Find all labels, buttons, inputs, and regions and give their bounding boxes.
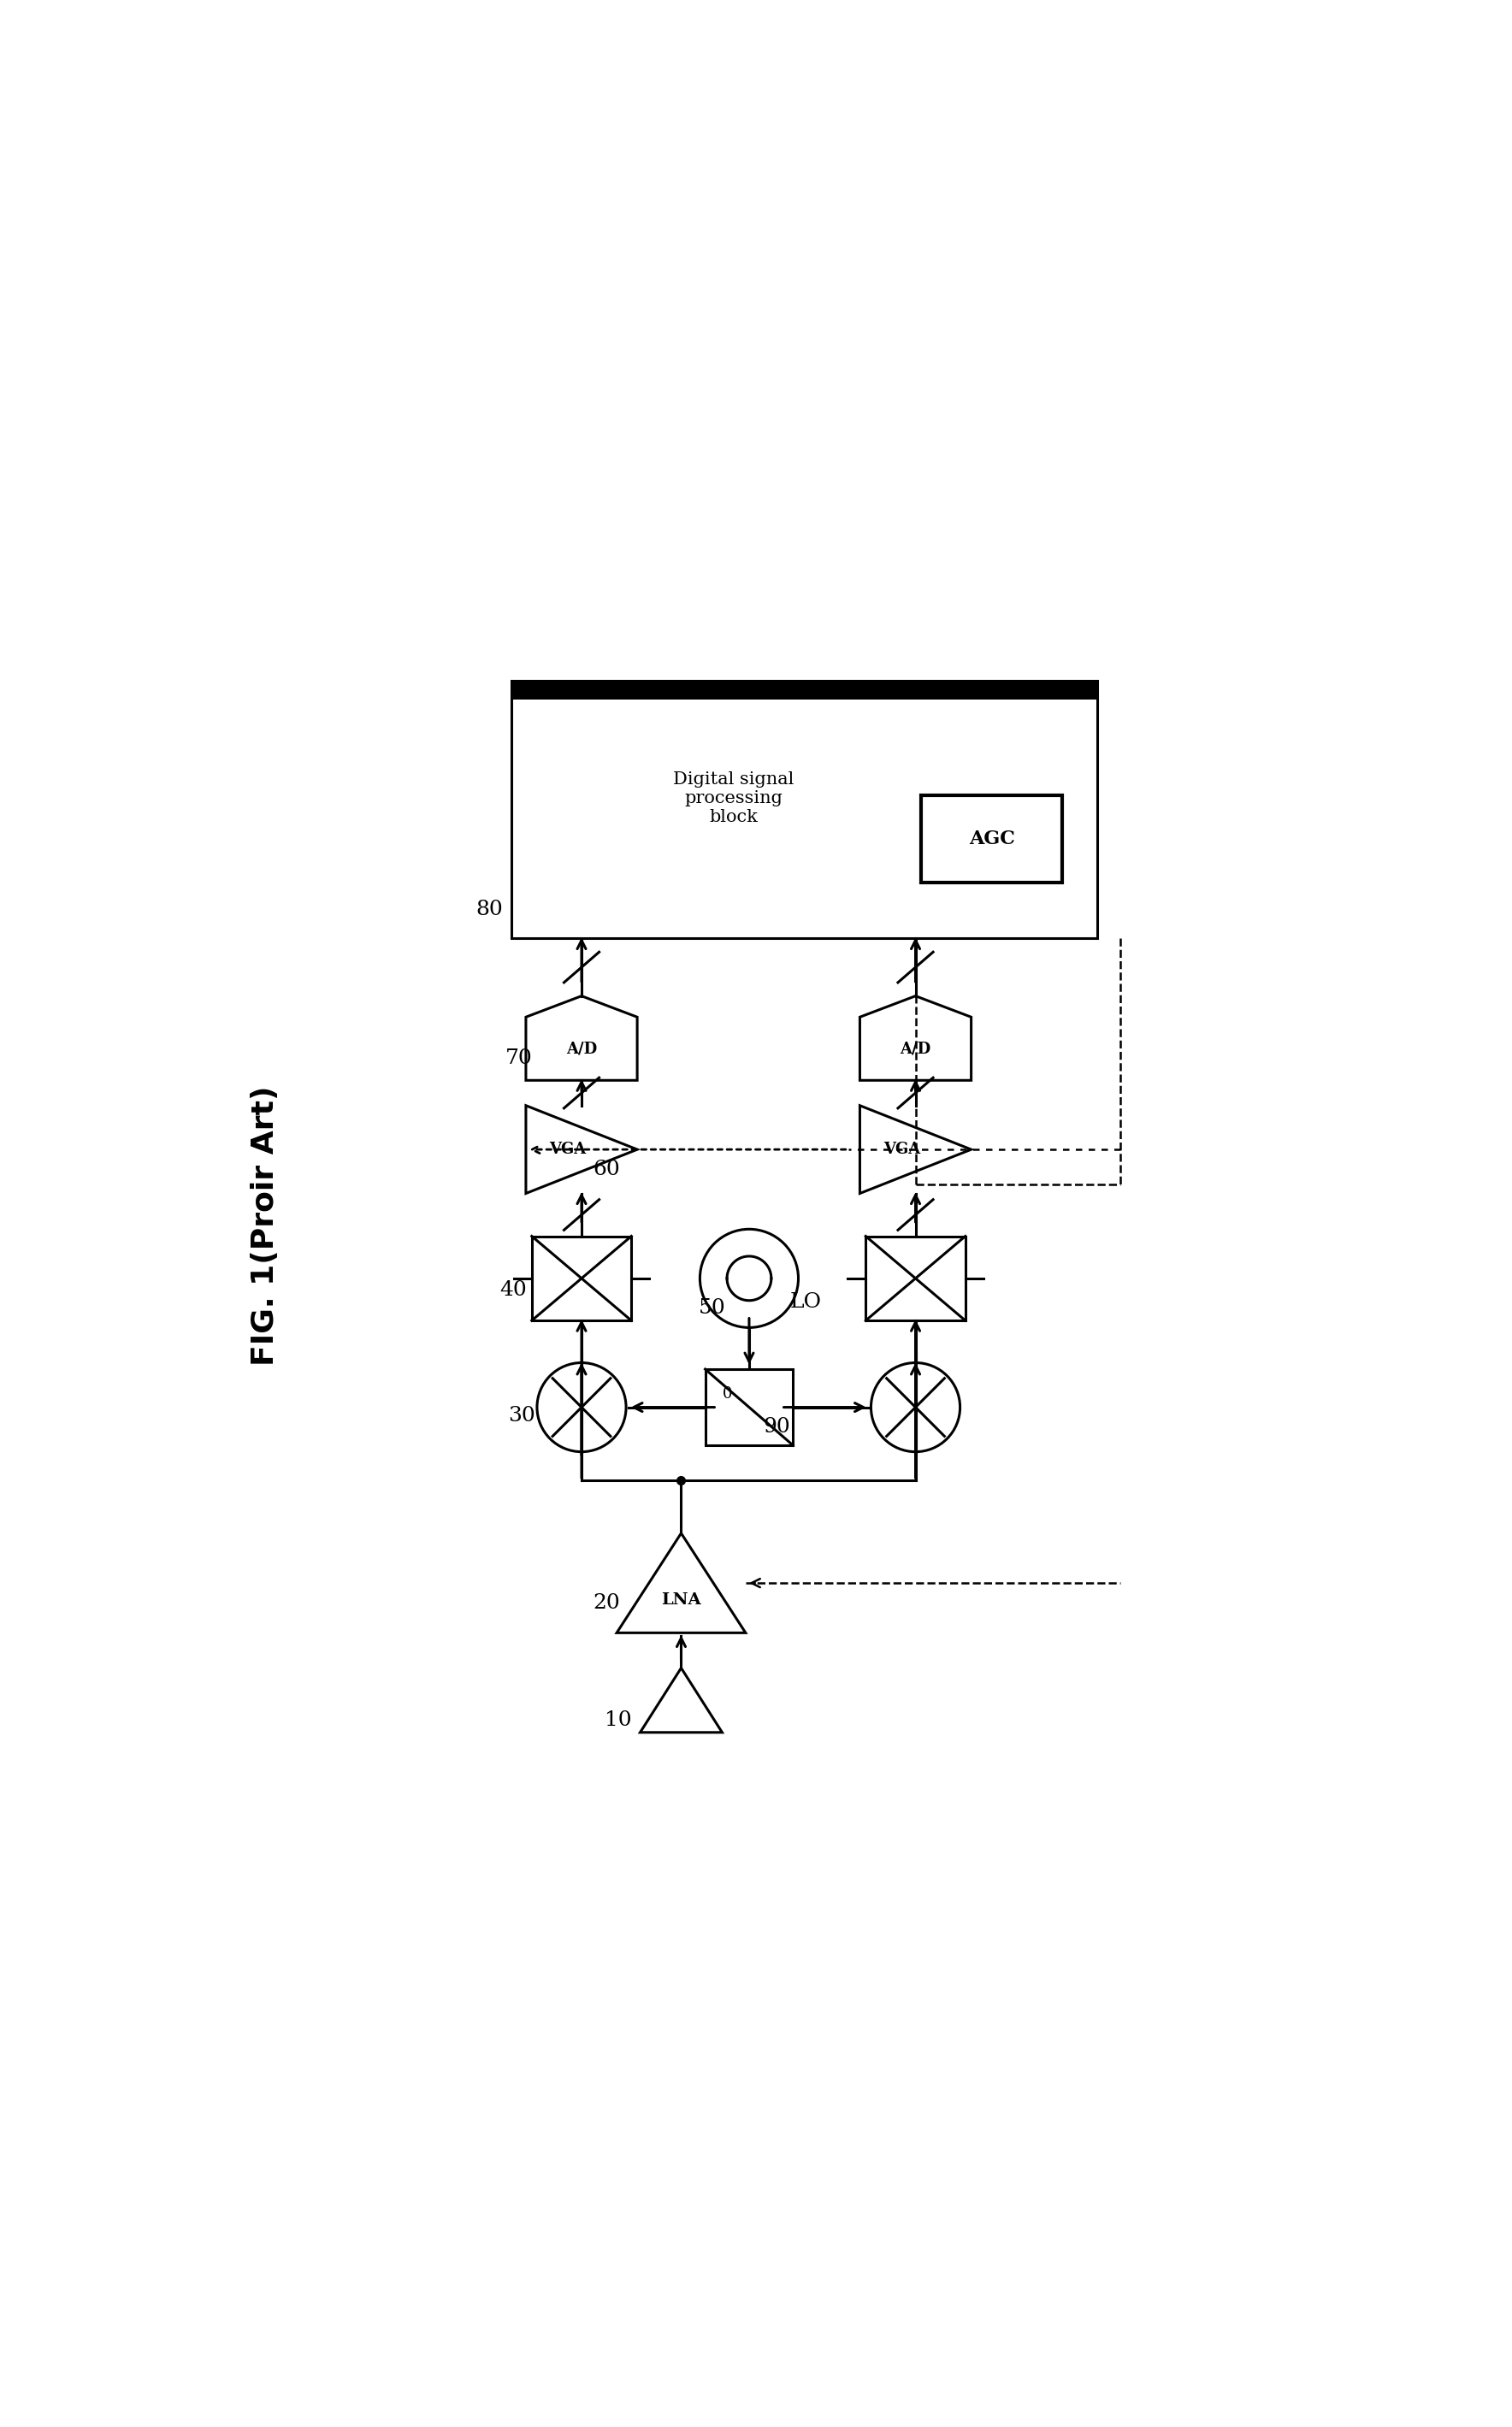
Text: Digital signal
processing
block: Digital signal processing block <box>673 772 794 825</box>
Text: 20: 20 <box>593 1592 620 1614</box>
Text: 0: 0 <box>723 1386 732 1403</box>
Text: 90: 90 <box>764 1417 791 1437</box>
Text: VGA: VGA <box>883 1141 921 1158</box>
Text: FIG. 1(Proir Art): FIG. 1(Proir Art) <box>251 1085 280 1366</box>
Text: LO: LO <box>791 1291 823 1311</box>
Text: VGA: VGA <box>549 1141 587 1158</box>
Bar <box>511 680 1098 699</box>
Bar <box>705 1369 794 1446</box>
Bar <box>921 796 1061 883</box>
Text: 60: 60 <box>593 1160 620 1180</box>
Text: 30: 30 <box>508 1405 535 1425</box>
Text: 80: 80 <box>476 900 503 920</box>
Text: AGC: AGC <box>969 830 1015 849</box>
Text: 70: 70 <box>505 1048 532 1068</box>
Text: 10: 10 <box>605 1711 632 1730</box>
Bar <box>532 1235 632 1320</box>
Text: 40: 40 <box>499 1281 526 1301</box>
Text: LNA: LNA <box>661 1592 702 1607</box>
Text: A/D: A/D <box>565 1041 597 1056</box>
Text: 50: 50 <box>699 1298 726 1318</box>
Bar <box>866 1235 965 1320</box>
Text: A/D: A/D <box>900 1041 931 1056</box>
Bar <box>511 680 1098 939</box>
